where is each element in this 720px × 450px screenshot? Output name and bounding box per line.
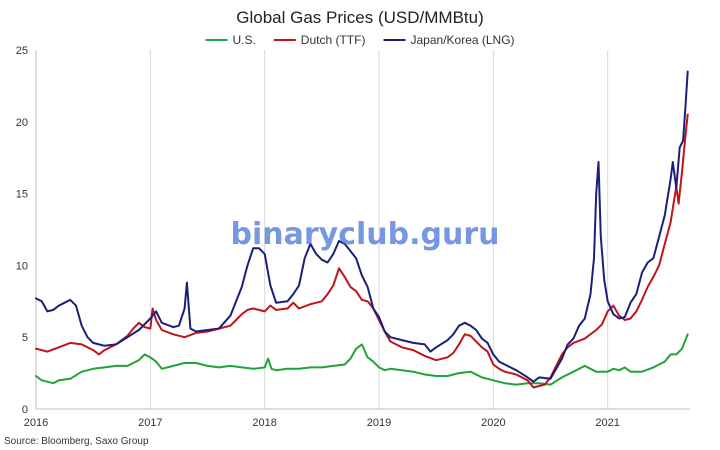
y-tick-label: 25: [16, 45, 28, 57]
series-line: [35, 333, 689, 386]
legend-label: Japan/Korea (LNG): [411, 33, 515, 47]
x-tick-label: 2017: [138, 417, 162, 429]
x-tick-label: 2020: [481, 417, 505, 429]
x-tick-label: 2018: [252, 417, 276, 429]
series-line: [35, 70, 689, 383]
legend-item: Japan/Korea (LNG): [383, 33, 515, 47]
legend-label: U.S.: [233, 33, 256, 47]
x-tick-label: 2019: [367, 417, 391, 429]
legend-item: Dutch (TTF): [273, 33, 366, 47]
x-tick-label: 2021: [595, 417, 619, 429]
chart-axes: 2016 2017 2018 2019 2020 2021 0 5 10 15 20 25: [16, 45, 690, 429]
legend-item: U.S.: [205, 33, 256, 47]
chart-legend: U.S. Dutch (TTF) Japan/Korea (LNG): [205, 33, 515, 47]
legend-label: Dutch (TTF): [301, 33, 366, 47]
y-tick-label: 20: [16, 117, 28, 129]
x-tick-label: 2016: [24, 417, 48, 429]
series-line: [35, 113, 689, 389]
chart-series: [35, 70, 689, 389]
y-tick-label: 0: [22, 404, 28, 416]
y-tick-label: 10: [16, 260, 28, 272]
chart-title: Global Gas Prices (USD/MMBtu): [236, 8, 484, 27]
y-tick-label: 15: [16, 189, 28, 201]
chart-grid: [149, 50, 609, 409]
watermark: binaryclub.guru: [231, 217, 500, 252]
source-note: Source: Bloomberg, Saxo Group: [4, 436, 149, 447]
y-tick-label: 5: [22, 332, 28, 344]
